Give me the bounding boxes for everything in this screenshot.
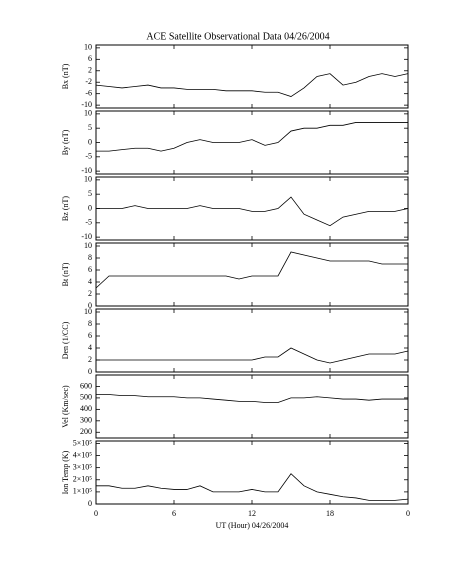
x-tick-label: 6 <box>172 509 176 518</box>
data-line <box>96 394 408 403</box>
y-tick-label: 0 <box>88 137 92 146</box>
data-line <box>96 122 408 152</box>
y-tick-label: 2 <box>88 66 92 75</box>
y-tick-label: 6 <box>88 331 92 340</box>
y-tick-label: 0 <box>88 367 92 376</box>
y-tick-label: 500 <box>80 393 92 402</box>
y-tick-label: -5 <box>85 218 92 227</box>
y-tick-label: -10 <box>81 166 92 175</box>
y-tick-label: 0 <box>88 203 92 212</box>
y-tick-label: 5×10⁵ <box>73 438 93 447</box>
y-tick-label: -10 <box>81 232 92 241</box>
data-line <box>96 196 409 227</box>
data-line <box>96 473 409 501</box>
y-tick-label: 2×10⁵ <box>73 475 93 484</box>
x-tick-label: 18 <box>326 509 334 518</box>
y-tick-label: 10 <box>84 241 92 250</box>
panel-frame <box>95 176 409 241</box>
y-tick-label: 8 <box>88 253 92 262</box>
y-tick-label: 2 <box>88 355 92 364</box>
y-tick-label: 1×10⁵ <box>73 487 93 496</box>
y-tick-label: 2 <box>88 289 92 298</box>
x-tick-label: 12 <box>248 509 256 518</box>
data-line <box>95 73 409 97</box>
y-axis-label: Bx (nT) <box>61 63 70 89</box>
y-axis-label: Den (1/CC) <box>61 321 70 359</box>
y-axis-label: Bz (nT) <box>61 196 70 221</box>
data-line <box>96 347 409 364</box>
x-axis-label: UT (Hour) 04/26/2004 <box>216 521 289 530</box>
y-tick-label: 300 <box>80 416 92 425</box>
y-tick-label: 6 <box>88 54 92 63</box>
y-tick-label: 0 <box>88 499 92 508</box>
data-line <box>95 251 408 289</box>
y-axis-label: Bt (nT) <box>61 262 70 286</box>
y-tick-label: 4 <box>88 343 92 352</box>
y-tick-label: 10 <box>84 175 92 184</box>
y-tick-label: 8 <box>88 319 92 328</box>
y-axis-label: By (nT) <box>61 129 70 155</box>
y-tick-label: 10 <box>84 307 92 316</box>
y-tick-label: 4×10⁵ <box>73 450 93 459</box>
chart-title: ACE Satellite Observational Data 04/26/2… <box>146 31 329 42</box>
y-tick-label: 3×10⁵ <box>73 462 93 471</box>
y-tick-label: 0 <box>88 301 92 310</box>
y-axis-label: Ion Temp (K) <box>61 450 70 494</box>
y-tick-label: 5 <box>88 123 92 132</box>
y-tick-label: 4 <box>88 277 92 286</box>
panel-frame <box>95 308 409 373</box>
y-tick-label: -5 <box>85 152 92 161</box>
x-tick-label: 0 <box>406 509 410 518</box>
panel-frame <box>95 374 409 439</box>
y-tick-label: 600 <box>80 381 92 390</box>
y-tick-label: 200 <box>80 427 92 436</box>
y-axis-label: Vel (Km/sec) <box>61 385 70 428</box>
panel-frame <box>95 242 409 307</box>
y-tick-label: -6 <box>85 89 92 98</box>
y-tick-label: -2 <box>85 77 92 86</box>
x-tick-label: 0 <box>94 509 98 518</box>
panel-frame <box>95 440 409 505</box>
panel-frame <box>95 44 409 109</box>
y-tick-label: 10 <box>84 43 92 52</box>
y-tick-label: 6 <box>88 265 92 274</box>
y-tick-label: 10 <box>84 109 92 118</box>
panel-frame <box>95 110 409 175</box>
y-tick-label: 5 <box>88 189 92 198</box>
y-tick-label: -10 <box>81 100 92 109</box>
y-tick-label: 400 <box>80 404 92 413</box>
